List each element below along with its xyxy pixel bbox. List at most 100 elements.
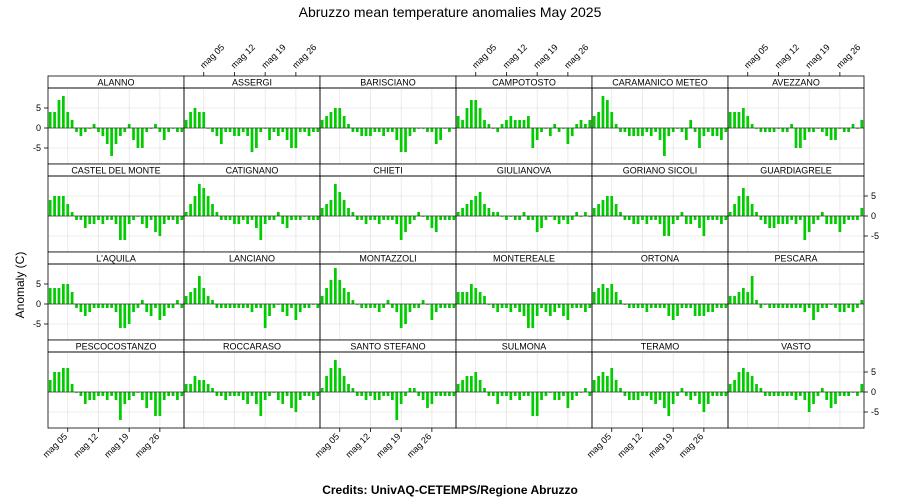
x-tick-label: mag 05: [313, 431, 341, 459]
bar: [483, 120, 486, 128]
bar: [566, 392, 570, 408]
strip-label: LANCIANO: [229, 254, 275, 264]
bar: [399, 392, 403, 404]
bar: [842, 392, 846, 396]
bar: [61, 368, 65, 392]
bar: [101, 392, 105, 396]
bar: [404, 216, 407, 232]
chart-title: Abruzzo mean temperature anomalies May 2…: [298, 4, 602, 20]
bar: [834, 216, 837, 224]
bar: [619, 300, 622, 304]
bar: [57, 100, 61, 128]
bar: [140, 300, 144, 304]
bar: [443, 216, 447, 220]
bar: [272, 216, 276, 220]
bar: [654, 128, 657, 132]
bar: [513, 120, 517, 128]
bar: [276, 392, 280, 400]
bar: [320, 388, 324, 392]
bar: [421, 392, 425, 400]
bar: [360, 128, 364, 136]
bar: [724, 392, 728, 396]
bar: [627, 216, 631, 220]
bar: [219, 304, 223, 308]
bar: [584, 124, 587, 128]
bar: [180, 304, 184, 308]
bar: [426, 216, 429, 220]
bar: [114, 128, 118, 144]
y-tick-label: 0: [36, 123, 41, 133]
bar: [636, 128, 640, 136]
bar: [856, 392, 859, 396]
credits-text: Credits: UnivAQ-CETEMPS/Regione Abruzzo: [322, 483, 578, 497]
bar: [180, 392, 184, 396]
bar: [733, 380, 736, 392]
bar: [105, 216, 109, 220]
y-tick-label: 0: [871, 211, 876, 221]
bar: [325, 288, 328, 304]
bar: [763, 392, 767, 396]
bar: [851, 216, 855, 220]
bar: [176, 392, 179, 400]
bar: [803, 304, 807, 312]
panel-goriano-sicoli: GORIANO SICOLI: [591, 163, 729, 253]
bar: [167, 392, 171, 396]
panel-santo-stefano: SANTO STEFANO: [319, 339, 457, 429]
bar: [518, 304, 521, 312]
bar: [88, 392, 92, 400]
x-tick-label: mag 12: [616, 431, 644, 459]
bar: [66, 284, 70, 304]
panel-ortona: ORTONA: [591, 251, 729, 341]
bar: [518, 120, 521, 128]
bar: [663, 128, 666, 156]
bar: [579, 120, 583, 128]
bar: [667, 304, 671, 316]
bar: [605, 196, 609, 216]
bar: [768, 304, 772, 308]
bar: [233, 304, 236, 308]
bar: [386, 392, 390, 396]
bar: [347, 208, 350, 216]
bar: [847, 392, 851, 396]
bar: [228, 128, 232, 132]
bar: [860, 384, 864, 392]
bar: [474, 288, 478, 304]
bar: [483, 296, 486, 304]
bar: [202, 288, 206, 304]
bar: [228, 392, 232, 396]
bar: [119, 216, 122, 240]
bar: [777, 304, 780, 308]
strip-label: GUARDIAGRELE: [760, 166, 832, 176]
bar: [728, 296, 732, 304]
bar: [307, 304, 311, 308]
strip-label: AVEZZANO: [772, 78, 820, 88]
bar: [53, 112, 56, 128]
bar: [456, 116, 460, 128]
bar: [369, 128, 372, 136]
bar: [478, 108, 482, 128]
bar: [338, 108, 342, 128]
bar: [737, 372, 741, 392]
bar: [720, 304, 723, 308]
bar: [303, 128, 307, 132]
bar: [483, 204, 486, 216]
bar: [777, 392, 780, 396]
bar: [702, 392, 706, 412]
bar: [373, 216, 377, 220]
bar: [325, 376, 328, 392]
strip-label: CATIGNANO: [226, 166, 279, 176]
bar: [224, 304, 228, 308]
bar: [373, 128, 377, 132]
bar: [285, 304, 289, 316]
x-tick-label: mag 19: [532, 42, 560, 70]
bar: [307, 128, 311, 136]
bar: [785, 216, 789, 224]
panel-teramo: TERAMO: [591, 339, 729, 429]
bar: [799, 128, 802, 148]
bar: [338, 368, 342, 392]
bar: [746, 196, 750, 216]
bar: [601, 372, 605, 392]
bar: [233, 216, 236, 224]
bar: [469, 200, 473, 216]
bar: [812, 392, 815, 404]
